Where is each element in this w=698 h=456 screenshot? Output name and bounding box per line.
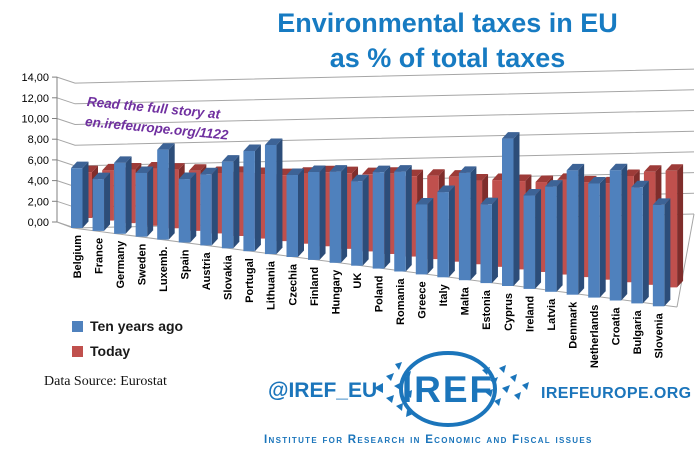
y-axis-label: 12,00 [21,93,49,105]
logo-triangles-left [374,362,413,417]
country-label: Estonia [481,289,493,330]
country-label: Austria [201,252,213,291]
country-label: Bulgaria [632,310,644,355]
legend: Ten years ago Today [72,318,183,368]
floor-edge-left [56,221,74,229]
logo-text: IREF [402,369,494,410]
country-label: Germany [115,240,127,289]
country-label: Croatia [611,307,623,346]
country-label: Italy [438,283,450,306]
gridline [56,68,695,84]
country-label: Lithuania [266,260,278,310]
country-label: Poland [373,276,385,313]
bar-ten-years-ago [372,165,391,269]
iref-logo: IREF [374,351,529,427]
website-url: IREFEUROPE.ORG [541,385,692,402]
bar-ten-years-ago [415,197,434,275]
bar-ten-years-ago [588,176,606,298]
y-axis-label: 10,00 [21,114,49,126]
legend-label: Today [90,343,131,359]
bar-ten-years-ago [351,174,369,266]
bar-ten-years-ago [92,172,111,231]
bar-ten-years-ago [480,197,498,284]
country-label: Greece [417,281,429,318]
data-source-note: Data Source: Eurostat [44,374,167,389]
bar-ten-years-ago [566,163,585,295]
twitter-handle: @IREF_EU [268,379,378,402]
bar-ten-years-ago [308,165,326,260]
country-label: Slovakia [223,254,235,300]
bar-ten-years-ago [157,143,175,240]
country-label: Slovenia [654,312,666,358]
country-label: Ireland [524,296,536,332]
y-axis-label: 4,00 [28,176,49,188]
bar-today [665,164,684,288]
bar-ten-years-ago [437,185,455,278]
country-label: Belgium [72,235,84,279]
bar-ten-years-ago [71,161,89,228]
gridline [56,110,695,126]
bar-ten-years-ago [502,132,520,286]
country-label: Luxemb. [158,247,170,292]
country-label: Denmark [567,301,579,349]
bar-ten-years-ago [178,172,197,243]
bar-ten-years-ago [631,180,649,304]
legend-item-today: Today [72,343,183,359]
bar-ten-years-ago [523,189,542,289]
bar-ten-years-ago [200,167,218,246]
bar-ten-years-ago [286,168,304,257]
country-label: Portugal [244,258,256,303]
floor-edge-right [676,213,695,308]
country-label: France [93,238,105,274]
institute-tagline: Institute for Research in Economic and F… [264,434,593,446]
chart-title-line1: Environmental taxes in EU [277,8,618,38]
bar-ten-years-ago [221,155,240,249]
country-label: Cyprus [503,293,515,331]
country-label: Netherlands [589,305,601,369]
bar-ten-years-ago [458,166,477,281]
country-label: Spain [180,249,192,279]
y-axis-label: 8,00 [28,134,49,146]
gridline [56,89,695,105]
gridline [56,130,695,146]
bar-ten-years-ago [394,165,412,272]
bar-ten-years-ago [609,163,628,301]
bar-ten-years-ago [545,180,563,292]
legend-swatch-red [72,345,83,357]
country-label: UK [352,273,364,289]
y-axis-label: 14,00 [21,72,49,84]
bar-ten-years-ago [135,166,154,237]
country-label: Malta [460,286,472,315]
bar-ten-years-ago [264,138,283,255]
chart-title: Environmental taxes in EU as % of total … [200,6,695,76]
y-axis-label: 6,00 [28,155,49,167]
country-label: Latvia [546,298,558,331]
country-label: Finland [309,267,321,306]
bar-ten-years-ago [329,165,348,263]
country-label: Sweden [136,243,148,285]
country-label: Czechia [287,263,299,305]
legend-item-ten-years-ago: Ten years ago [72,318,183,334]
country-label: Hungary [330,269,342,315]
y-axis-label: 2,00 [28,196,49,208]
country-label: Romania [395,278,407,325]
y-axis-label: 0,00 [28,217,49,229]
bar-ten-years-ago [652,198,671,307]
bar-ten-years-ago [243,144,261,252]
legend-label: Ten years ago [90,318,184,334]
logo-triangles-right [482,365,529,406]
legend-swatch-blue [72,320,83,332]
bar-ten-years-ago [114,156,132,234]
chart-title-line2: as % of total taxes [329,43,566,74]
